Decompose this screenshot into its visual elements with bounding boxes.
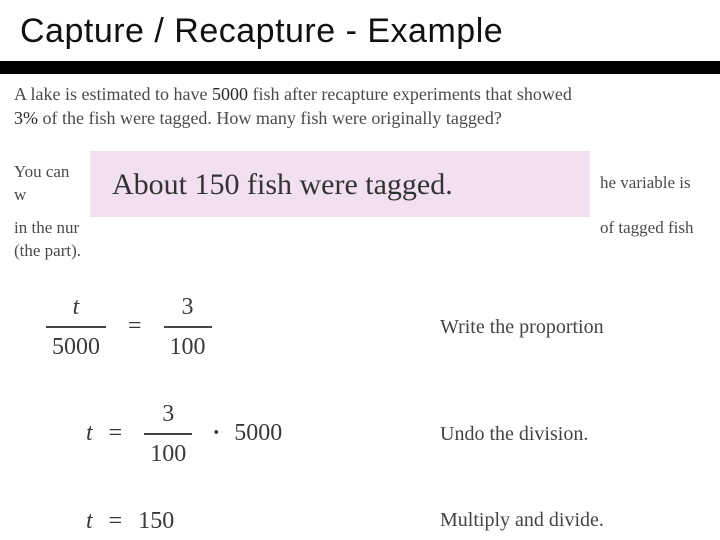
step-2: t = 3 100 · 5000 Undo the division.: [40, 398, 706, 471]
step-3: t = 150 Multiply and divide.: [40, 505, 706, 537]
step-2-math: t = 3 100 · 5000: [40, 398, 440, 471]
step-3-desc: Multiply and divide.: [440, 507, 604, 534]
var-t: t: [86, 508, 93, 534]
title-bar: Capture / Recapture - Example: [0, 0, 720, 61]
step-1-desc: Write the proportion: [440, 314, 604, 341]
setup-row: You can w About 150 fish were tagged. he…: [0, 137, 720, 218]
frac-rhs-num: 3: [164, 291, 212, 328]
frac-lhs-num: t: [46, 291, 106, 328]
equals-sign: =: [109, 420, 123, 446]
step-3-math: t = 150: [40, 505, 440, 537]
frac-lhs: t 5000: [46, 291, 106, 364]
frac-lhs-den: 5000: [46, 328, 106, 363]
equals-sign: =: [128, 313, 142, 339]
setup-tail-left: in the nur: [14, 217, 84, 240]
frac-rhs-num: 3: [144, 398, 192, 435]
result-value: 150: [138, 508, 174, 534]
step-1: t 5000 = 3 100 Write the proportion: [40, 291, 706, 364]
frac-rhs: 3 100: [144, 398, 192, 471]
answer-highlight: About 150 fish were tagged.: [90, 151, 590, 218]
step-1-math: t 5000 = 3 100: [40, 291, 440, 364]
problem-part-1: A lake is estimated to have: [14, 84, 212, 104]
frac-rhs-den: 100: [144, 435, 192, 470]
content-area: A lake is estimated to have 5000 fish af…: [0, 74, 720, 540]
slide: Capture / Recapture - Example A lake is …: [0, 0, 720, 540]
problem-percent: 3%: [14, 108, 38, 128]
problem-part-3: of the fish were tagged. How many fish w…: [38, 108, 502, 128]
multiply-dot: ·: [212, 420, 220, 446]
step-2-desc: Undo the division.: [440, 421, 588, 448]
setup-right-fragment: he variable is: [596, 172, 706, 195]
mult-value: 5000: [234, 420, 282, 446]
setup-left-fragment: You can w: [14, 161, 84, 207]
setup-tail: (the part).: [0, 240, 720, 273]
setup-tail-right: of tagged fish: [596, 217, 706, 240]
steps: t 5000 = 3 100 Write the proportion t =: [0, 273, 720, 537]
problem-text: A lake is estimated to have 5000 fish af…: [0, 74, 720, 137]
slide-title: Capture / Recapture - Example: [20, 12, 700, 51]
problem-number: 5000: [212, 84, 248, 104]
var-t: t: [86, 420, 93, 446]
frac-rhs-den: 100: [164, 328, 212, 363]
frac-rhs: 3 100: [164, 291, 212, 364]
equals-sign: =: [109, 508, 123, 534]
problem-part-2: fish after recapture experiments that sh…: [248, 84, 572, 104]
setup-row-2: in the nur of tagged fish: [0, 217, 720, 240]
